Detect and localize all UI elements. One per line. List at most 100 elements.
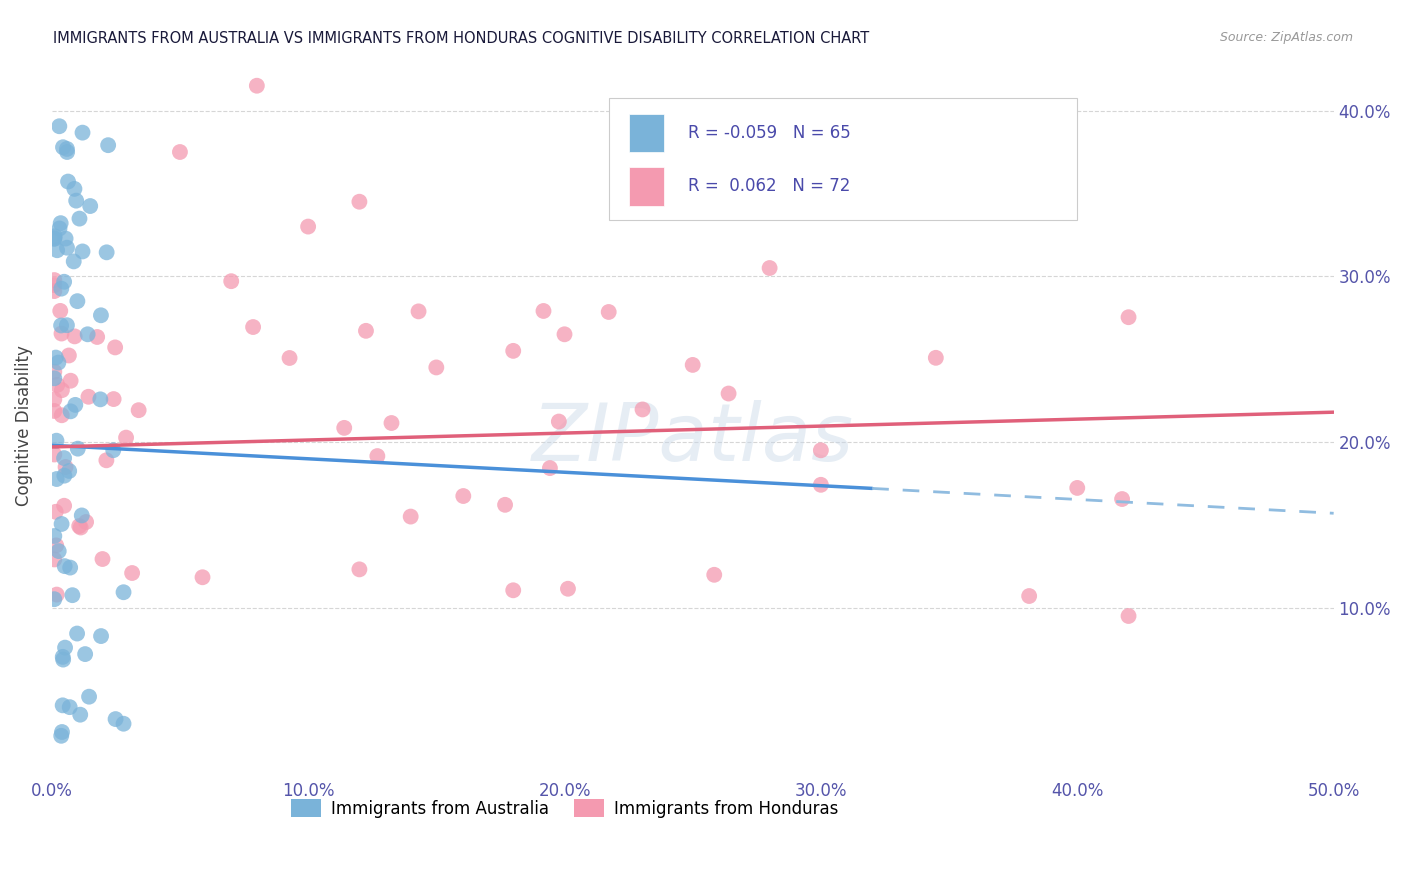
Point: [191, 570, 214, 584]
Point: [75, 647, 97, 661]
Point: [51, 729, 73, 743]
Point: [51, 409, 73, 423]
Point: [96, 453, 118, 467]
Point: [44, 278, 66, 293]
Point: [380, 416, 402, 430]
Point: [408, 304, 430, 318]
Point: [56, 241, 79, 255]
Point: [49, 318, 72, 333]
Point: [63, 182, 86, 196]
Point: [58, 349, 80, 363]
Point: [399, 509, 422, 524]
Point: [297, 219, 319, 234]
Text: IMMIGRANTS FROM AUSTRALIA VS IMMIGRANTS FROM HONDURAS COGNITIVE DISABILITY CORRE: IMMIGRANTS FROM AUSTRALIA VS IMMIGRANTS …: [53, 31, 870, 46]
Point: [97, 138, 120, 153]
Point: [86, 330, 108, 344]
Point: [65, 398, 87, 412]
Point: [45, 538, 67, 552]
Point: [52, 652, 75, 666]
Point: [75, 515, 97, 529]
Point: [557, 582, 579, 596]
Point: [53, 559, 76, 574]
Point: [44, 392, 66, 407]
Point: [66, 294, 89, 309]
Point: [48, 120, 70, 134]
Point: [69, 520, 91, 534]
FancyBboxPatch shape: [628, 167, 665, 205]
Point: [703, 567, 725, 582]
Point: [349, 562, 371, 576]
Point: [44, 232, 66, 246]
Point: [51, 326, 73, 341]
Point: [59, 700, 82, 714]
Point: [60, 588, 83, 602]
Point: [1018, 589, 1040, 603]
Point: [45, 351, 67, 365]
FancyBboxPatch shape: [609, 98, 1077, 220]
Point: [631, 402, 654, 417]
Point: [59, 404, 82, 418]
Point: [1066, 481, 1088, 495]
Point: [53, 451, 76, 466]
Point: [48, 221, 70, 235]
Point: [53, 468, 76, 483]
Point: [112, 585, 135, 599]
Point: [553, 327, 575, 342]
Point: [79, 199, 101, 213]
Point: [810, 443, 832, 458]
Point: [96, 245, 118, 260]
Point: [70, 508, 93, 523]
Point: [51, 516, 73, 531]
Point: [502, 343, 524, 358]
Point: [72, 126, 94, 140]
Point: [53, 275, 76, 289]
Point: [533, 304, 555, 318]
Point: [72, 244, 94, 259]
Point: [1118, 609, 1140, 624]
Point: [52, 698, 75, 713]
Point: [53, 499, 76, 513]
Point: [48, 355, 70, 369]
Point: [51, 282, 73, 296]
Point: [66, 442, 89, 456]
Point: [44, 448, 66, 462]
Point: [1111, 491, 1133, 506]
Point: [354, 324, 377, 338]
Point: [349, 194, 371, 209]
Point: [52, 649, 75, 664]
Point: [69, 707, 91, 722]
Point: [502, 583, 524, 598]
Text: R =  0.062   N = 72: R = 0.062 N = 72: [688, 178, 851, 195]
Point: [758, 260, 780, 275]
Point: [44, 365, 66, 379]
Point: [49, 304, 72, 318]
Point: [56, 175, 79, 189]
Point: [425, 360, 447, 375]
Point: [278, 351, 301, 365]
Point: [55, 460, 77, 475]
Point: [44, 273, 66, 287]
Point: [242, 320, 264, 334]
Point: [44, 529, 66, 543]
Point: [55, 231, 77, 245]
Point: [51, 383, 73, 397]
Point: [45, 505, 67, 519]
Text: R = -0.059   N = 65: R = -0.059 N = 65: [688, 124, 851, 142]
Point: [48, 544, 70, 558]
Legend: Immigrants from Australia, Immigrants from Honduras: Immigrants from Australia, Immigrants fr…: [284, 793, 845, 824]
Point: [44, 229, 66, 244]
Point: [67, 519, 90, 533]
Point: [45, 588, 67, 602]
Point: [44, 371, 66, 385]
Point: [49, 216, 72, 230]
Point: [90, 629, 112, 643]
Point: [494, 498, 516, 512]
Point: [219, 274, 242, 288]
Point: [89, 392, 111, 407]
Point: [63, 329, 86, 343]
Point: [56, 145, 79, 159]
Point: [65, 194, 87, 208]
Point: [44, 552, 66, 566]
Point: [598, 305, 620, 319]
Point: [333, 421, 356, 435]
